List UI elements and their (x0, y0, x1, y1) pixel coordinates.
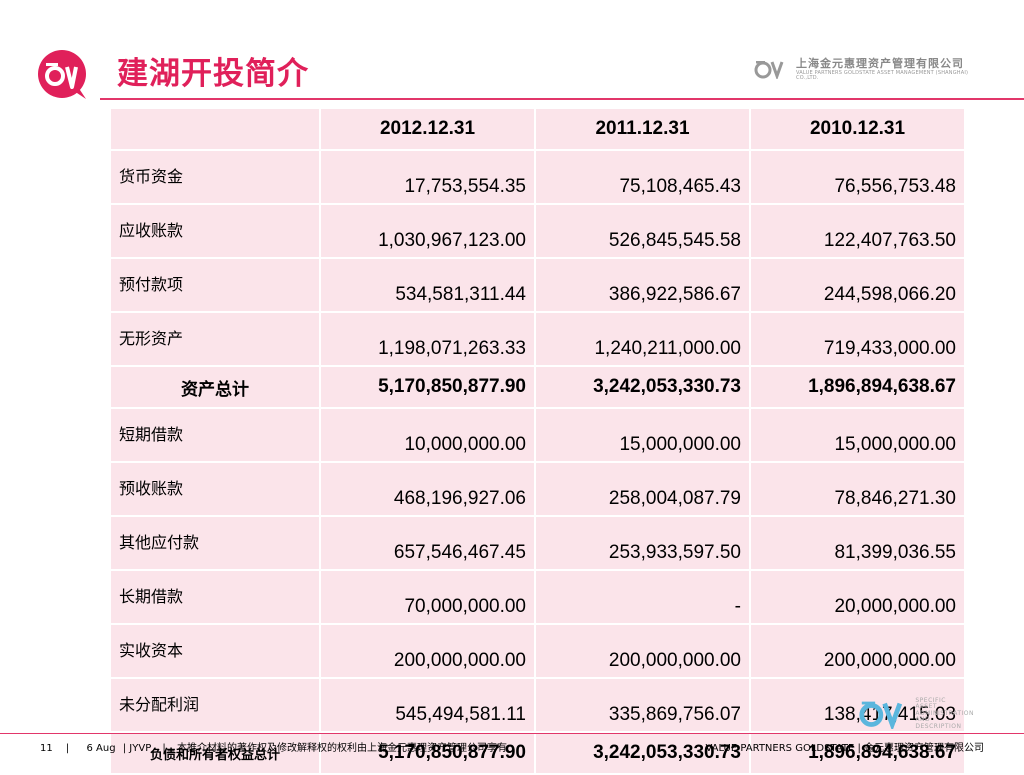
value-cell: 1,896,894,638.67 (749, 365, 966, 409)
value-cell: 15,000,000.00 (534, 407, 751, 463)
row-label: 未分配利润 (109, 677, 321, 733)
value-cell: 468,196,927.06 (319, 461, 536, 517)
value-cell: 335,869,756.07 (534, 677, 751, 733)
watermark-line: DESCRIPTION (915, 722, 962, 730)
value-cell: 70,000,000.00 (319, 569, 536, 625)
column-header (109, 107, 321, 151)
value-cell: 20,000,000.00 (749, 569, 966, 625)
value-cell: 534,581,311.44 (319, 257, 536, 313)
table-row: 负债和所有者权益总计 5,170,850,877.90 3,242,053,330.… (109, 731, 966, 775)
value-cell: 76,556,753.48 (749, 149, 966, 205)
page-title: 建湖开投简介 (117, 56, 309, 92)
column-header: 2012.12.31 (319, 107, 536, 151)
table-header-row: 2012.12.31 2011.12.31 2010.12.31 (109, 107, 966, 151)
footer-org: | JYVP (122, 742, 152, 754)
footer-divider (0, 733, 1024, 734)
table-row: 短期借款 10,000,000.00 15,000,000.00 15,000,000… (109, 407, 966, 463)
value-cell: 657,546,467.45 (319, 515, 536, 571)
brand-name-cn: 上海金元惠理资产管理有限公司 (796, 56, 964, 70)
value-cell: 545,494,581.11 (319, 677, 536, 733)
watermark: SPECIFIC ASSET ADMINISTRATION AND DESCRIPTIO… (858, 697, 974, 731)
value-cell: 17,753,554.35 (319, 149, 536, 205)
watermark-text: SPECIFIC ASSET ADMINISTRATION AND DESCRIPTIO… (915, 696, 974, 731)
value-cell: 200,000,000.00 (319, 623, 536, 679)
value-cell: 78,846,271.30 (749, 461, 966, 517)
value-cell: 1,240,211,000.00 (534, 311, 751, 367)
value-cell: 244,598,066.20 (749, 257, 966, 313)
watermark-logo-icon (859, 701, 903, 729)
footer: 11 | 6 Aug | JYVP | 本推介材料的著作权及修改解释权的权利由上… (40, 738, 984, 754)
value-cell: 200,000,000.00 (749, 623, 966, 679)
value-cell: 81,399,036.55 (749, 515, 966, 571)
row-label: 长期借款 (109, 569, 321, 625)
table-row: 货币资金 17,753,554.35 75,108,465.43 76,556,753… (109, 149, 966, 205)
row-label: 应收账款 (109, 203, 321, 259)
header-divider (100, 98, 1024, 100)
value-cell: 253,933,597.50 (534, 515, 751, 571)
logo-icon (38, 50, 86, 99)
column-header: 2011.12.31 (534, 107, 751, 151)
logo-badge (34, 47, 90, 103)
row-label: 货币资金 (109, 149, 321, 205)
value-cell: 138,417,415.03 (749, 677, 966, 733)
copyright-notice: 本推介材料的著作权及修改解释权的权利由上海金元惠理资产管理公司享有 (176, 742, 507, 754)
table-row: 预收账款 468,196,927.06 258,004,087.79 78,846,2… (109, 461, 966, 517)
value-cell: 200,000,000.00 (534, 623, 751, 679)
row-label: 预付款项 (109, 257, 321, 313)
value-cell: 3,242,053,330.73 (534, 365, 751, 409)
value-cell: 122,407,763.50 (749, 203, 966, 259)
value-cell: 1,198,071,263.33 (319, 311, 536, 367)
row-label: 预收账款 (109, 461, 321, 517)
row-label: 无形资产 (109, 311, 321, 367)
brand-logo-icon (754, 59, 790, 81)
watermark-line: ASSET (915, 703, 938, 711)
row-label: 实收资本 (109, 623, 321, 679)
watermark-line: ADMINISTRATION (915, 709, 974, 717)
table-row: 无形资产 1,198,071,263.33 1,240,211,000.00 719,… (109, 311, 966, 367)
footer-date: 6 Aug (86, 742, 116, 754)
company-brand: 上海金元惠理资产管理有限公司 VALUE PARTNERS GOLDSTATE … (754, 56, 974, 81)
watermark-line: SPECIFIC (915, 696, 946, 704)
value-cell: 386,922,586.67 (534, 257, 751, 313)
column-header: 2010.12.31 (749, 107, 966, 151)
row-label: 资产总计 (109, 365, 321, 409)
value-cell: 75,108,465.43 (534, 149, 751, 205)
value-cell: 526,845,545.58 (534, 203, 751, 259)
row-label: 短期借款 (109, 407, 321, 463)
table-row: 实收资本 200,000,000.00 200,000,000.00 200,000,… (109, 623, 966, 679)
row-label: 其他应付款 (109, 515, 321, 571)
footer-company: VALUE PARTNERS GOLDSTATE | 金元惠理资产管理有限公司 (705, 742, 984, 754)
value-cell: - (534, 569, 751, 625)
value-cell: 5,170,850,877.90 (319, 365, 536, 409)
value-cell: 1,030,967,123.00 (319, 203, 536, 259)
table-row: 资产总计 5,170,850,877.90 3,242,053,330.73 1,89… (109, 365, 966, 409)
balance-sheet-table: 2012.12.31 2011.12.31 2010.12.31 货币资金 17,753… (109, 107, 966, 775)
footer-separator: | (65, 742, 70, 754)
table-row: 预付款项 534,581,311.44 386,922,586.67 244,598,… (109, 257, 966, 313)
table-row: 未分配利润 545,494,581.11 335,869,756.07 138,417… (109, 677, 966, 733)
watermark-line: AND (915, 716, 931, 724)
value-cell: 15,000,000.00 (749, 407, 966, 463)
value-cell: 10,000,000.00 (319, 407, 536, 463)
page-number: 11 (40, 742, 53, 754)
brand-name-en: VALUE PARTNERS GOLDSTATE ASSET MANAGEMEN… (796, 69, 969, 81)
value-cell: 258,004,087.79 (534, 461, 751, 517)
table-row: 应收账款 1,030,967,123.00 526,845,545.58 122,40… (109, 203, 966, 259)
value-cell: 719,433,000.00 (749, 311, 966, 367)
table-row: 其他应付款 657,546,467.45 253,933,597.50 81,399,… (109, 515, 966, 571)
table-row: 长期借款 70,000,000.00-20,000,000.00 (109, 569, 966, 625)
footer-separator: | (162, 742, 166, 754)
